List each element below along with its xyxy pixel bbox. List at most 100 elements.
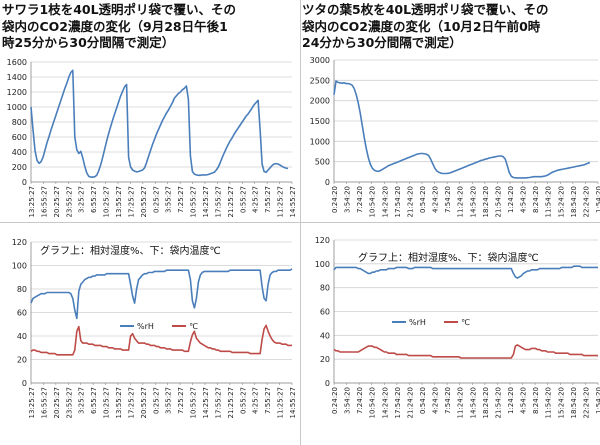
y-tick-label: 120 [315,236,330,245]
y-tick-label: 1600 [7,58,27,67]
x-tick-label: 0:54:20 [419,186,427,213]
x-tick-label: 4:25:27 [252,186,260,213]
x-tick-label: 22:24:20 [582,186,590,217]
x-tick-label: 7:24:20 [356,186,364,213]
x-tick-label: 4:25:27 [252,387,260,414]
chart-svg: 0 20 40 60 80 100 120 0:24:20 3:54:20 7:24:20 10:5… [315,236,600,418]
chart-panel-tsuta-humidity-temp: グラフ上：相対湿度%、下：袋内温度℃ 0 20 40 60 80 100 120 0:24:2… [300,222,600,445]
series-line-0 [30,69,289,178]
x-tick-label: 21:25:27 [227,387,235,418]
chart-svg: 0 500 1000 1500 2000 2500 3000 0:24:20 3:54:20 7:… [310,56,600,217]
x-tick-label: 16:55:27 [40,186,48,217]
x-tick-label: 6:55:27 [90,186,98,213]
x-tick-label: 8:24:20 [532,387,540,414]
y-tick-label: 60 [320,308,330,317]
x-tick-label: 17:54:20 [394,387,402,418]
x-tick-label: 18:24:20 [482,387,490,418]
x-tick-label: 8:24:20 [532,186,540,213]
x-tick-label: 4:24:20 [432,186,440,213]
x-tick-label: 1:24:20 [507,387,515,414]
x-tick-label: 10:55:27 [190,186,198,217]
x-tick-label: 0:55:27 [239,387,247,414]
x-tick-label: 3:25:27 [78,186,86,213]
x-tick-label: 18:54:20 [570,186,578,217]
y-tick-label: 0 [22,178,27,187]
y-tick-label: 120 [12,238,27,247]
x-tick-label: 7:55:27 [264,186,272,213]
x-tick-label: 3:55:27 [165,186,173,213]
chart-note: グラフ上：相対湿度%、下：袋内温度℃ [40,246,221,257]
x-tick-label: 10:54:20 [369,186,377,217]
x-tick-label: 17:25:27 [127,387,135,418]
x-tick-label: 0:25:27 [152,387,160,414]
y-tick-label: 200 [12,163,27,172]
x-tick-label: 15:24:20 [557,387,565,418]
vertical-divider [300,0,301,445]
x-tick-label: 0:24:20 [331,387,339,414]
x-tick-label: 11:54:20 [545,387,553,418]
legend-label: %rH [409,318,426,327]
x-tick-label: 4:24:20 [432,387,440,414]
x-tick-label: 4:54:20 [520,387,528,414]
y-tick-label: 60 [17,309,27,318]
x-tick-label: 7:55:27 [264,387,272,414]
x-tick-label: 7:25:27 [177,387,185,414]
chart-panel-sawara-humidity-temp: グラフ上：相対湿度%、下：袋内温度℃ 0 20 40 60 80 100 120 13:25:… [0,222,300,445]
x-tick-label: 7:25:27 [177,186,185,213]
y-tick-label: 1000 [7,103,27,112]
x-tick-label: 11:25:27 [277,186,285,217]
x-tick-label: 17:55:27 [214,186,222,217]
x-tick-label: 21:24:20 [406,186,414,217]
y-tick-label: 3000 [310,56,330,65]
series-line-0 [333,80,591,179]
x-tick-label: 21:25:27 [227,186,235,217]
y-tick-label: 2500 [310,76,330,85]
x-tick-label: 0:24:20 [331,186,339,213]
x-tick-label: 13:25:27 [28,186,36,217]
x-tick-label: 6:55:27 [90,387,98,414]
x-tick-label: 7:54:20 [444,387,452,414]
x-tick-label: 14:25:27 [202,186,210,217]
y-tick-label: 0 [325,178,330,187]
chart-panel-tsuta-co2: ツタの葉5枚を40L透明ポリ袋で覆い、その 袋内のCO2濃度の変化（10月2日午… [300,0,600,222]
series-line-0 [333,265,598,279]
x-tick-label: 15:24:20 [557,186,565,217]
series-line-1 [333,344,598,359]
x-tick-label: 17:25:27 [127,186,135,217]
y-tick-label: 80 [17,285,27,294]
y-tick-label: 20 [17,356,27,365]
x-tick-label: 11:24:20 [457,186,465,217]
x-tick-label: 21:54:20 [494,186,502,217]
x-tick-label: 13:55:27 [115,186,123,217]
x-tick-label: 4:54:20 [520,186,528,213]
x-tick-label: 14:54:20 [469,186,477,217]
y-tick-label: 500 [315,158,330,167]
x-tick-label: 23:55:27 [65,387,73,418]
x-tick-label: 23:55:27 [65,186,73,217]
x-tick-label: 7:54:20 [444,186,452,213]
y-tick-label: 1500 [310,117,330,126]
x-tick-label: 20:55:27 [140,387,148,418]
x-tick-label: 7:24:20 [356,387,364,414]
x-tick-label: 0:25:27 [152,186,160,213]
series-line-1 [30,324,292,356]
x-tick-label: 10:55:27 [190,387,198,418]
y-tick-label: 40 [320,331,330,340]
y-tick-label: 2000 [310,97,330,106]
chart-title: サワラ1枝を40L透明ポリ袋で覆い、その 袋内のCO2濃度の変化（9月28日午後… [2,2,237,50]
legend-label: %rH [137,322,154,331]
x-tick-label: 0:55:27 [239,186,247,213]
x-tick-label: 17:54:20 [394,186,402,217]
legend-label: ℃ [189,322,198,331]
x-tick-label: 20:55:27 [140,186,148,217]
y-tick-label: 0 [22,379,27,388]
y-tick-label: 1400 [7,73,27,82]
x-tick-label: 18:54:20 [570,387,578,418]
chart-note: グラフ上：相対湿度%、下：袋内温度℃ [358,253,539,264]
x-tick-label: 13:25:27 [28,387,36,418]
x-tick-label: 0:54:20 [419,387,427,414]
y-tick-label: 400 [12,148,27,157]
x-tick-label: 14:24:20 [381,186,389,217]
chart-svg: 0 20 40 60 80 100 120 13:25:27 16:55:27 20:25:27 2… [12,238,297,418]
x-tick-label: 20:25:27 [53,387,61,418]
